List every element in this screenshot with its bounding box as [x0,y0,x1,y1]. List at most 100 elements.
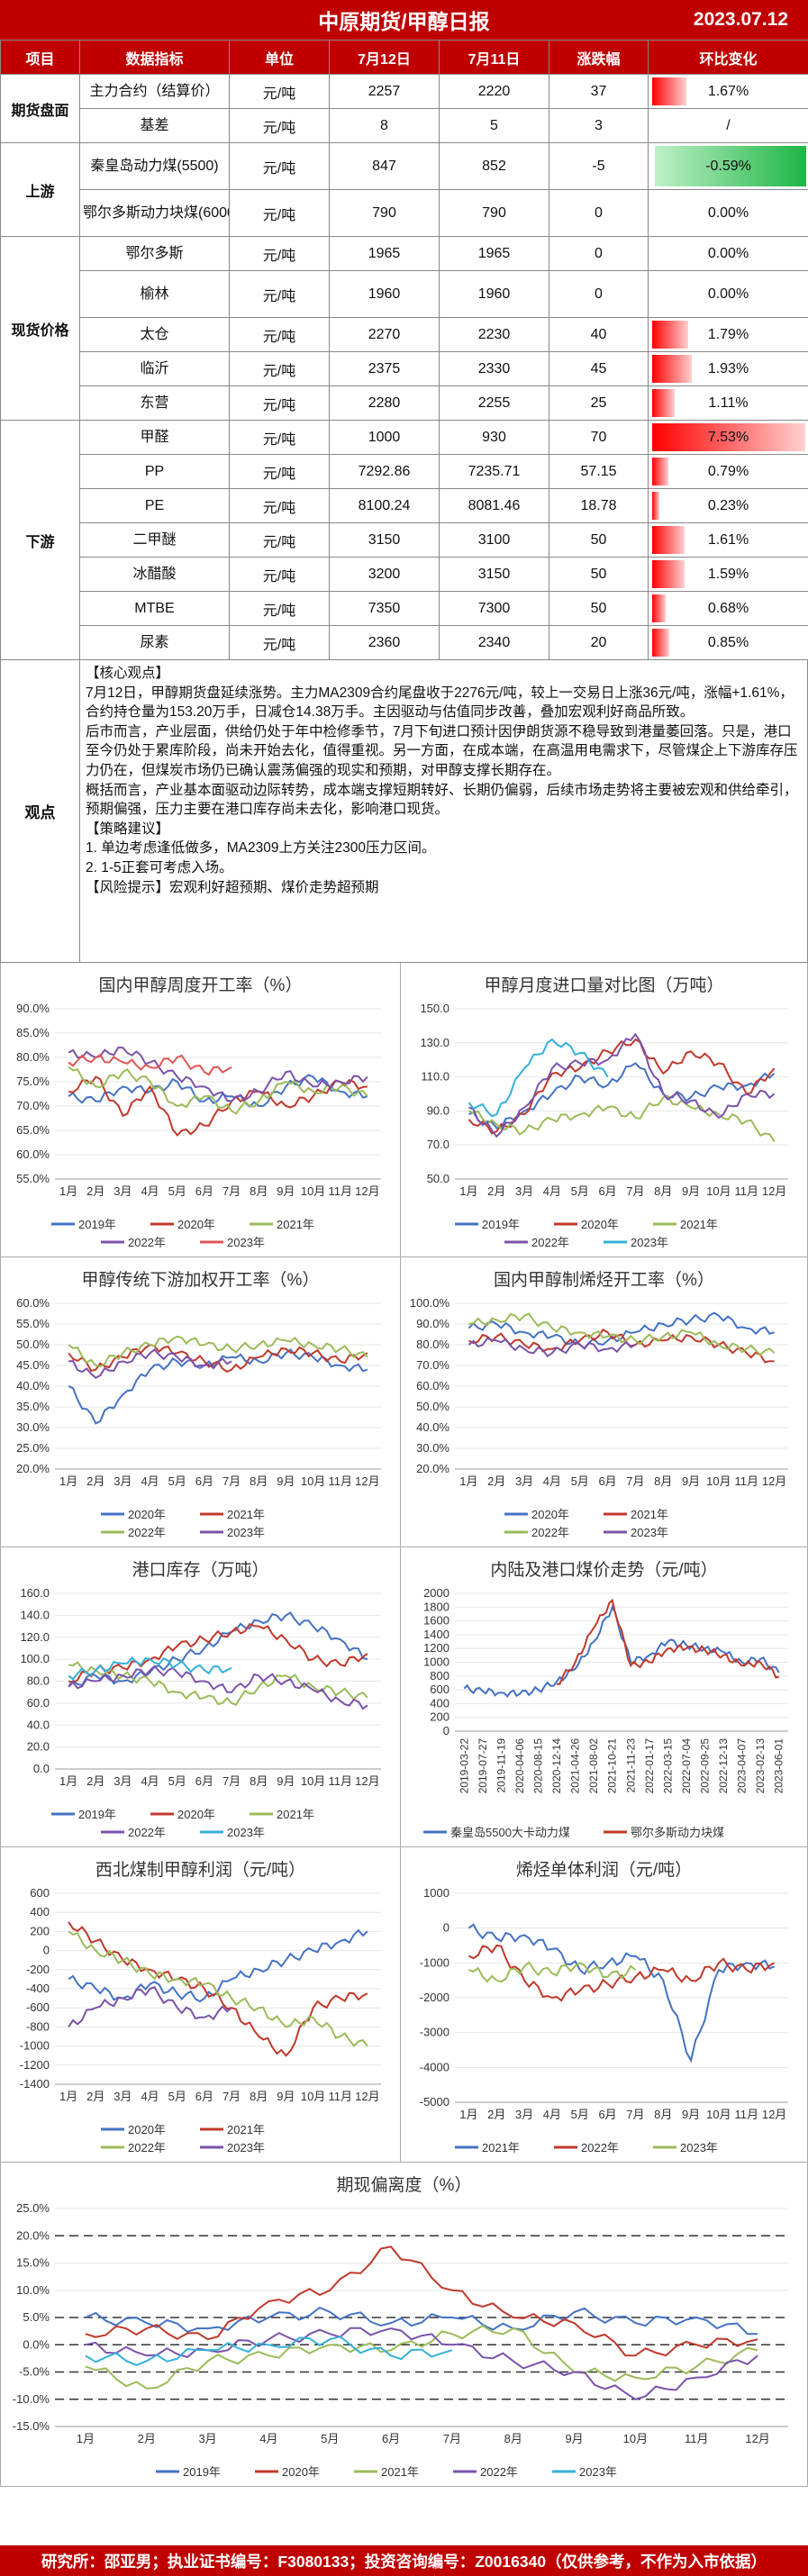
x-tick-label: 9月 [277,1184,295,1198]
x-tick-label: 4月 [259,2432,277,2445]
x-tick-label: 8月 [250,1774,268,1788]
chart-panel: 甲醇传统下游加权开工率（%） 20.0% 25.0% 30.0% 35.0% 40.0% 4… [1,1257,401,1547]
x-tick-label: 2023-02-13 [754,1738,767,1794]
y-tick-label: 2000 [423,1586,449,1600]
y-tick-label: 600 [30,1886,50,1900]
y-tick-label: 1600 [423,1614,449,1628]
x-tick-label: 8月 [654,1474,672,1488]
x-tick-label: 2019-11-19 [495,1738,507,1793]
y-tick-label: -600 [26,2000,50,2014]
pct-value: -0.59% [705,158,751,174]
unit-cell: 元/吨 [229,236,330,271]
x-tick-label: 2月 [86,1474,104,1488]
pct-change-cell: 0.85% [648,625,808,660]
line-chart: 20.0% 30.0% 40.0% 50.0% 60.0% 70.0% 80.0% 90.0%… [410,1296,788,1539]
x-tick-label: 11月 [685,2432,709,2445]
series-line [68,1046,368,1102]
series-line [557,1598,779,1685]
pct-value: / [726,117,731,133]
x-tick-label: 4月 [543,1474,561,1488]
legend-label: 2023年 [631,1236,668,1249]
x-tick-label: 9月 [277,2090,295,2103]
unit-cell: 元/吨 [229,522,330,558]
value-today: 2280 [329,385,440,421]
indicator-cell: MTBE [79,591,230,626]
x-tick-label: 3月 [198,2432,216,2445]
y-tick-label: 1000 [423,1655,449,1669]
line-chart: 1000 0 -1000 -2000 -3000 -4000 -5000 1月 2月 3月 4月 5月… [420,1886,788,2154]
x-tick-label: 1月 [459,2108,477,2121]
y-tick-label: -5000 [420,2095,449,2109]
series-line [68,1664,368,1710]
x-tick-label: 2019-03-22 [458,1738,470,1794]
chart-title: 西北煤制甲醇利润（元/吨） [95,1861,306,1880]
pct-change-cell: 1.11% [648,385,808,421]
change-cell: 45 [549,351,649,386]
y-tick-label: 30.0% [416,1441,449,1455]
pct-change-cell: -0.59% [648,142,808,190]
x-tick-label: 12月 [355,1474,379,1488]
market-table: 项目 数据指标 单位 7月12日 7月11日 涨跌幅 环比变化 期货盘面 主力合约（结算价） 元/… [0,40,808,660]
y-tick-label: 400 [430,1696,449,1710]
x-tick-label: 2019-07-27 [477,1738,489,1794]
y-tick-label: 70.0% [416,1358,449,1372]
pct-change-cell: / [648,108,808,143]
y-tick-label: 20.0% [16,2228,50,2242]
value-today: 2375 [329,351,440,386]
value-prev: 7300 [439,591,549,626]
value-prev: 930 [439,420,549,455]
y-tick-label: 85.0% [16,1026,50,1039]
chart-title: 内陆及港口煤价走势（元/吨） [490,1561,718,1580]
x-tick-label: 2021-04-26 [569,1738,582,1794]
series-line [68,1335,368,1368]
column-header: 涨跌幅 [549,40,649,75]
chart-panel: 期现偏离度（%） -15.0% -10.0% -5.0% 0.0% 5.0% 10.0% 15… [1,2163,808,2487]
x-tick-label: 7月 [222,2090,241,2103]
legend-label: 2020年 [531,1508,569,1521]
column-header: 项目 [0,40,80,75]
unit-cell: 元/吨 [229,108,330,143]
x-tick-label: 4月 [141,1474,159,1488]
pct-bar [652,458,668,485]
series-line [68,1066,368,1115]
legend-label: 2022年 [581,2141,619,2154]
x-tick-label: 5月 [571,1474,589,1488]
pct-change-cell: 0.79% [648,454,808,489]
viewpoint-paragraph: 7月12日，甲醇期货盘延续涨势。主力MA2309合约尾盘收于2276元/吨，较上… [86,685,794,721]
x-tick-label: 2月 [487,1184,505,1198]
legend-label: 2023年 [227,1236,265,1249]
y-tick-label: 80.0 [27,1674,50,1688]
legend-label: 2020年 [177,1218,215,1231]
y-tick-label: -800 [26,2019,50,2033]
y-tick-label: 35.0% [16,1400,50,1413]
y-tick-label: 50.0% [416,1400,449,1413]
indicator-cell: 榆林 [79,270,230,318]
value-prev: 1965 [439,236,549,271]
legend-label: 2021年 [631,1508,668,1521]
table-row: 临沂 元/吨 2375 2330 45 1.93% [1,351,808,386]
chart-panel: 甲醇月度进口量对比图（万吨） 50.0 70.0 90.0 110.0 130.0 150.… [401,963,808,1257]
y-tick-label: -200 [26,1963,50,1976]
value-today: 847 [329,142,440,190]
x-tick-label: 6月 [195,2090,213,2103]
x-tick-label: 7月 [222,1184,241,1198]
value-prev: 2220 [439,74,549,109]
y-tick-label: 0.0% [23,2337,50,2351]
x-tick-label: 11月 [735,2108,759,2121]
y-tick-label: 0 [43,1944,50,1957]
indicator-cell: 鄂尔多斯动力块煤(6000) [79,189,230,237]
line-chart: 50.0 70.0 90.0 110.0 130.0 150.0 1月 2月 3月 4月 5月 6月 7… [420,1002,788,1249]
y-tick-label: 100.0 [20,1652,50,1665]
y-tick-label: 45.0% [16,1358,50,1372]
series-line [468,1337,636,1358]
value-today: 2360 [329,625,440,660]
series-line [85,2245,758,2357]
pct-bar [652,321,689,349]
indicator-cell: 鄂尔多斯 [79,236,230,271]
table-row: 期货盘面 主力合约（结算价） 元/吨 2257 2220 37 1.67% [0,74,808,143]
x-tick-label: 3月 [515,1184,533,1198]
column-header: 单位 [229,40,330,75]
x-tick-label: 3月 [113,1474,132,1488]
y-tick-label: -400 [26,1982,50,1995]
x-tick-label: 4月 [543,1184,561,1198]
